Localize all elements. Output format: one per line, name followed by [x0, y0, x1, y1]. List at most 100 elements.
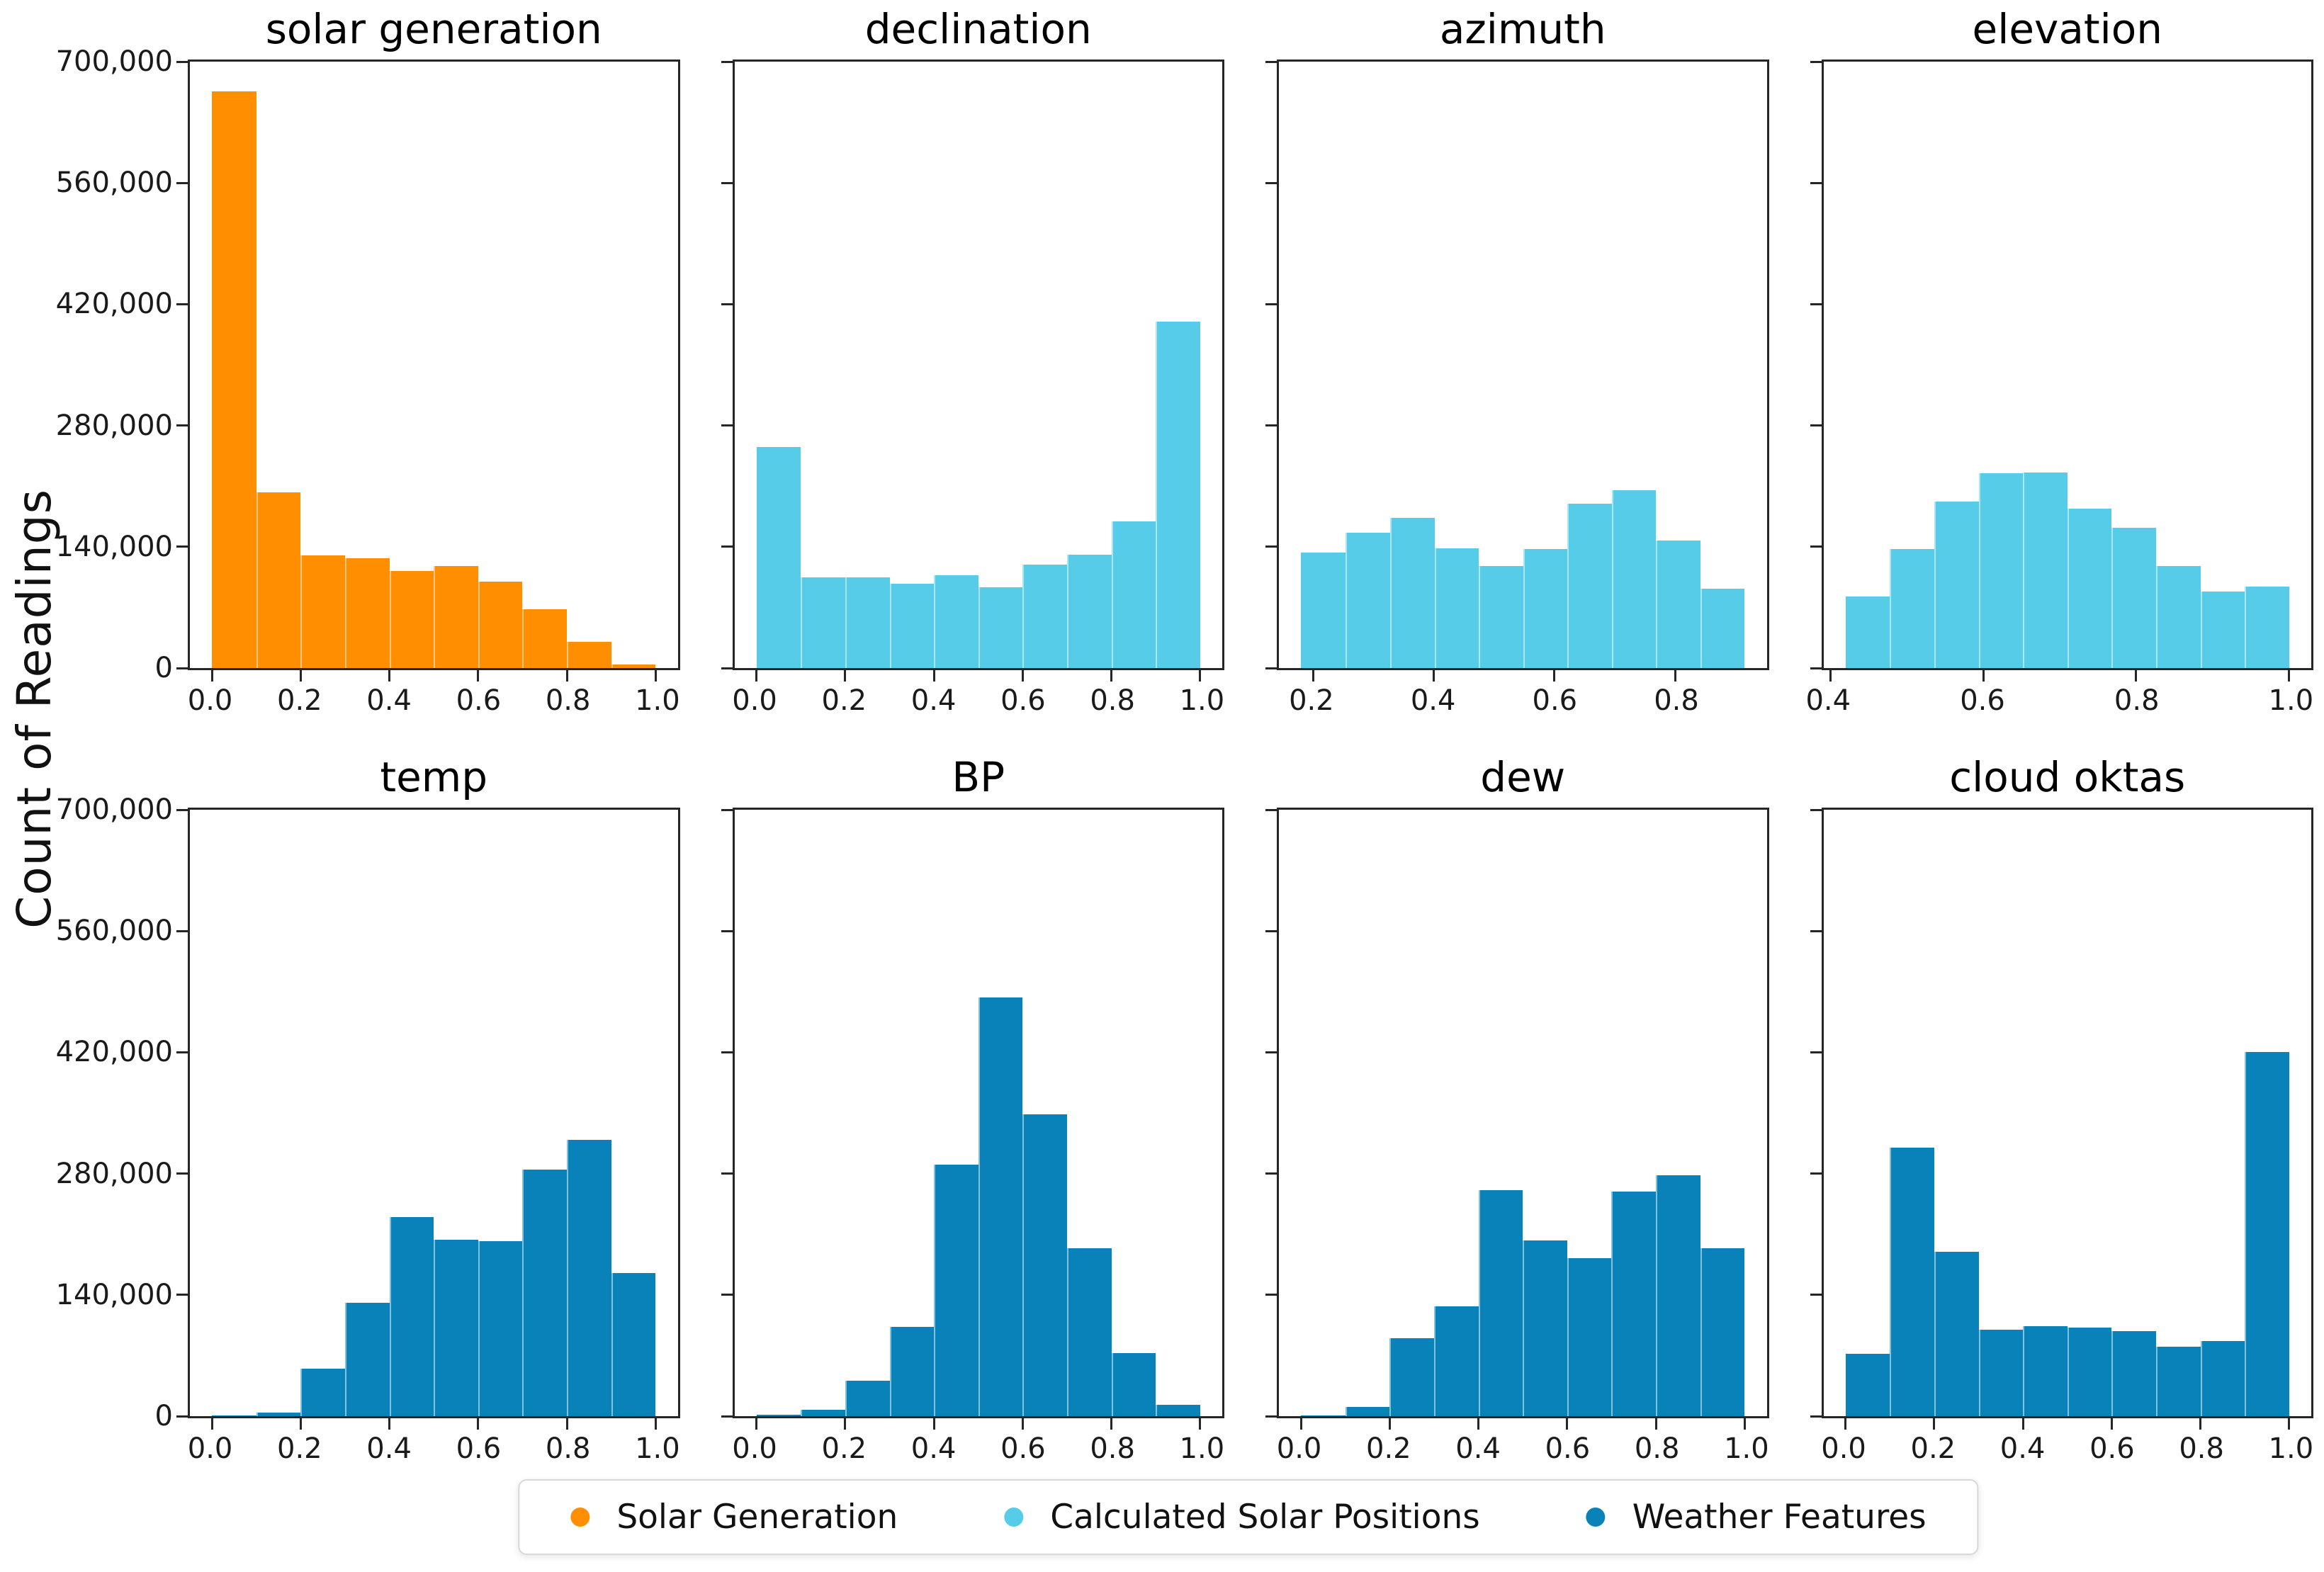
histogram-bar [1523, 1240, 1567, 1416]
x-tick-label: 0.8 [545, 1432, 591, 1465]
x-tick-label: 0.4 [910, 1432, 957, 1465]
histogram-bar [212, 1415, 256, 1416]
x-tick-mark [755, 1418, 758, 1430]
histogram-bars [1279, 810, 1767, 1416]
x-tick-mark [1388, 1418, 1391, 1430]
x-tick-mark [1312, 670, 1314, 682]
legend-marker-dot-icon [1004, 1508, 1024, 1527]
x-tick-mark [1021, 670, 1024, 682]
y-tick-label: 280,000 [55, 409, 173, 442]
y-tick-mark [721, 424, 733, 427]
x-tick-mark [2110, 1418, 2113, 1430]
plot-area [1265, 808, 1769, 1430]
y-tick-mark [721, 1415, 733, 1418]
x-tick-label: 0.6 [2089, 1432, 2135, 1465]
subplot-solar-generation: solar generation 0 140,000 280,000 420,000 56… [56, 4, 680, 717]
histogram-bar [845, 1380, 890, 1416]
x-tick-label: 0.8 [1634, 1432, 1680, 1465]
plot-area [1810, 808, 2313, 1430]
subplot-title: cloud oktas [1949, 753, 2186, 801]
x-tick-mark [1674, 670, 1676, 682]
x-tick-mark [654, 1418, 657, 1430]
x-tick-label: 1.0 [635, 684, 680, 717]
y-tick-mark [1265, 1172, 1277, 1175]
x-axis: 0.0 0.2 0.4 0.6 0.8 1.0 [732, 1418, 1225, 1465]
histogram-bars [1824, 810, 2312, 1416]
y-tick-mark [721, 1051, 733, 1053]
histogram-bar [1156, 321, 1200, 668]
x-tick-mark [1743, 1418, 1746, 1430]
x-tick-mark [388, 1418, 391, 1430]
histogram-bar [478, 1240, 523, 1416]
histogram-bar [2200, 1340, 2245, 1416]
histogram-bars [190, 810, 678, 1416]
x-tick-label: 0.2 [277, 684, 322, 717]
legend-label: Weather Features [1632, 1498, 1927, 1537]
histogram-bar [1346, 533, 1390, 668]
histogram-bar [1022, 1114, 1067, 1416]
histogram-bar [1156, 1405, 1200, 1416]
x-tick-label: 1.0 [2268, 1432, 2314, 1465]
histogram-bar [256, 1413, 301, 1416]
histogram-bar [567, 642, 611, 668]
x-tick-label: 1.0 [1179, 1432, 1225, 1465]
x-tick-mark [844, 1418, 847, 1430]
histogram-bar [1434, 1306, 1479, 1416]
subplot-dew: dew 0.0 0.2 0.4 0.6 0.8 1.0 [1265, 752, 1769, 1465]
histogram-bars [190, 62, 678, 668]
x-tick-mark [844, 670, 847, 682]
subplot-title: declination [864, 5, 1092, 53]
plot-area [721, 808, 1224, 1430]
y-tick-mark [1265, 1415, 1277, 1418]
x-tick-mark [477, 1418, 480, 1430]
plot-area [1810, 60, 2313, 682]
histogram-bar [978, 587, 1023, 668]
x-tick-mark [1844, 1418, 1847, 1430]
histogram-bar [1978, 473, 2024, 668]
y-tick-mark [721, 667, 733, 669]
histogram-bar [756, 1414, 801, 1416]
y-tick-mark [1810, 929, 1822, 932]
histogram-bar [2023, 472, 2068, 668]
histogram-bar [2155, 565, 2201, 668]
y-tick-mark [1265, 181, 1277, 184]
y-tick-mark [1265, 302, 1277, 305]
y-tick-label: 0 [154, 652, 173, 684]
x-tick-mark [1110, 670, 1113, 682]
histogram-bar [2245, 1052, 2289, 1416]
histogram-bar [1301, 1415, 1346, 1416]
legend-marker-dot-icon [1586, 1508, 1606, 1527]
y-tick-mark [721, 808, 733, 811]
subplot-elevation: elevation 0.4 0.6 0.8 1.0 [1805, 4, 2313, 717]
y-tick-mark [176, 667, 188, 669]
y-tick-mark [721, 1172, 733, 1175]
x-tick-mark [1199, 1418, 1202, 1430]
y-tick-mark [1810, 1051, 1822, 1053]
histogram-bar [611, 1273, 656, 1416]
x-tick-mark [1566, 1418, 1569, 1430]
y-tick-mark [176, 60, 188, 63]
x-axis: 0.0 0.2 0.4 0.6 0.8 1.0 [188, 670, 680, 717]
x-tick-label: 1.0 [1179, 684, 1225, 717]
y-tick-mark [721, 929, 733, 932]
y-tick-mark [1810, 667, 1822, 669]
histogram-bar [889, 584, 935, 668]
plot-area [1265, 60, 1769, 682]
x-tick-mark [1933, 1418, 1936, 1430]
histogram-bar [1656, 1175, 1700, 1416]
y-tick-label: 420,000 [55, 288, 173, 321]
y-tick-label: 560,000 [55, 166, 173, 200]
histogram-bar [1611, 1192, 1656, 1416]
y-tick-mark [721, 60, 733, 63]
legend-label: Solar Generation [616, 1498, 898, 1537]
y-tick-label: 700,000 [55, 793, 173, 826]
x-tick-label: 0.6 [456, 1432, 502, 1465]
x-tick-mark [755, 670, 758, 682]
x-tick-label: 0.4 [1410, 684, 1456, 717]
x-tick-label: 0.4 [366, 1432, 412, 1465]
x-tick-label: 0.2 [1366, 1432, 1411, 1465]
x-tick-label: 0.2 [821, 684, 867, 717]
y-tick-mark [1810, 1415, 1822, 1418]
histogram-bar [212, 91, 256, 668]
